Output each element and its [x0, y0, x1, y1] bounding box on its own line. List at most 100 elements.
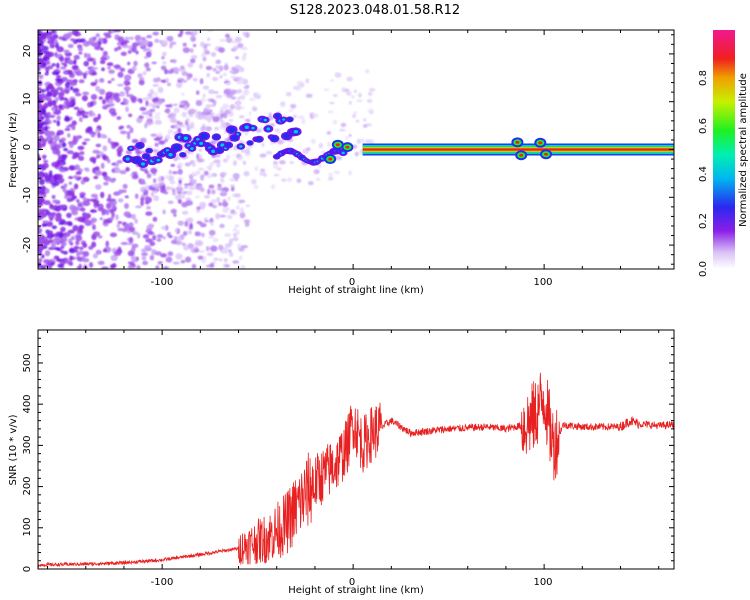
noise-speck	[237, 243, 242, 249]
noise-speck	[95, 154, 101, 159]
noise-speck	[328, 176, 334, 181]
noise-speck	[63, 183, 68, 188]
noise-speck	[212, 238, 219, 243]
noise-speck	[219, 110, 225, 114]
noise-speck	[286, 177, 292, 183]
noise-speck	[80, 207, 85, 212]
noise-speck	[182, 42, 187, 47]
noise-speck	[171, 239, 177, 245]
noise-speck	[93, 117, 99, 123]
noise-speck	[348, 133, 352, 137]
noise-speck	[215, 65, 221, 69]
noise-speck	[198, 167, 205, 171]
noise-speck	[173, 123, 180, 129]
noise-speck	[64, 128, 71, 131]
noise-speck	[140, 137, 147, 144]
noise-speck	[109, 264, 115, 269]
noise-speck	[305, 93, 313, 98]
noise-speck	[203, 116, 209, 121]
noise-speck	[196, 100, 202, 107]
snr-ytick-400: 400	[22, 394, 33, 413]
noise-speck	[122, 39, 130, 44]
noise-speck	[210, 245, 218, 252]
noise-speck	[366, 98, 373, 103]
noise-speck	[46, 34, 54, 41]
noise-speck	[111, 77, 115, 82]
noise-speck	[81, 141, 87, 146]
noise-speck	[166, 82, 172, 87]
noise-speck	[63, 33, 71, 39]
noise-speck	[200, 188, 205, 193]
noise-speck	[242, 160, 247, 166]
noise-speck	[204, 194, 210, 198]
noise-speck	[60, 62, 67, 66]
noise-speck	[233, 67, 240, 74]
signal-blob-peak	[125, 157, 130, 161]
noise-speck	[332, 94, 338, 98]
noise-speck	[152, 77, 159, 83]
signal-blob-peak	[183, 136, 189, 141]
noise-speck	[150, 167, 158, 174]
noise-speck	[66, 198, 73, 203]
noise-speck	[102, 171, 108, 176]
noise-speck	[117, 198, 124, 203]
signal-blob-peak	[263, 118, 267, 122]
noise-speck	[125, 167, 130, 172]
noise-speck	[53, 255, 59, 260]
noise-speck	[95, 143, 102, 148]
noise-speck	[67, 190, 75, 196]
noise-speck	[184, 162, 191, 167]
noise-speck	[219, 214, 227, 218]
snr-panel: -100 0 100 Height of straight line (km) …	[8, 329, 675, 596]
noise-speck	[326, 131, 332, 135]
noise-speck	[67, 69, 73, 76]
noise-speck	[98, 37, 104, 42]
noise-speck	[186, 190, 193, 196]
noise-speck	[156, 234, 164, 239]
noise-speck	[189, 35, 197, 42]
noise-speck	[77, 145, 85, 151]
noise-speck	[170, 163, 176, 167]
noise-speck	[222, 72, 227, 77]
noise-speck	[202, 93, 206, 98]
noise-speck	[348, 170, 353, 176]
noise-speck	[160, 65, 167, 71]
colorbar-gradient	[713, 30, 735, 269]
noise-speck	[288, 109, 294, 113]
noise-speck	[56, 78, 63, 82]
noise-speck	[131, 261, 135, 267]
noise-speck	[92, 149, 100, 154]
noise-speck	[38, 207, 42, 214]
noise-speck	[152, 234, 157, 241]
noise-speck	[85, 168, 90, 173]
noise-speck	[233, 45, 239, 50]
noise-speck	[243, 171, 250, 177]
noise-speck	[51, 177, 55, 184]
noise-speck	[58, 258, 66, 262]
noise-speck	[229, 104, 236, 110]
noise-speck	[152, 101, 160, 107]
noise-speck	[261, 142, 265, 148]
signal-blob-core	[200, 133, 209, 140]
noise-speck	[208, 184, 215, 189]
noise-speck	[45, 52, 52, 59]
noise-speck	[157, 176, 162, 183]
noise-speck	[191, 161, 196, 167]
noise-speck	[59, 66, 67, 70]
noise-speck	[116, 151, 122, 157]
noise-speck	[85, 111, 89, 115]
noise-speck	[323, 88, 330, 92]
noise-speck	[69, 86, 74, 91]
noise-speck	[131, 46, 137, 53]
noise-speck	[56, 62, 60, 69]
noise-speck	[227, 196, 231, 201]
noise-speck	[51, 30, 56, 34]
noise-speck	[51, 71, 60, 76]
noise-speck	[153, 137, 162, 142]
noise-speck	[268, 112, 272, 118]
noise-speck	[90, 101, 94, 107]
noise-speck	[52, 110, 61, 115]
noise-speck	[60, 137, 67, 142]
noise-speck	[72, 79, 78, 84]
noise-speck	[367, 91, 373, 96]
